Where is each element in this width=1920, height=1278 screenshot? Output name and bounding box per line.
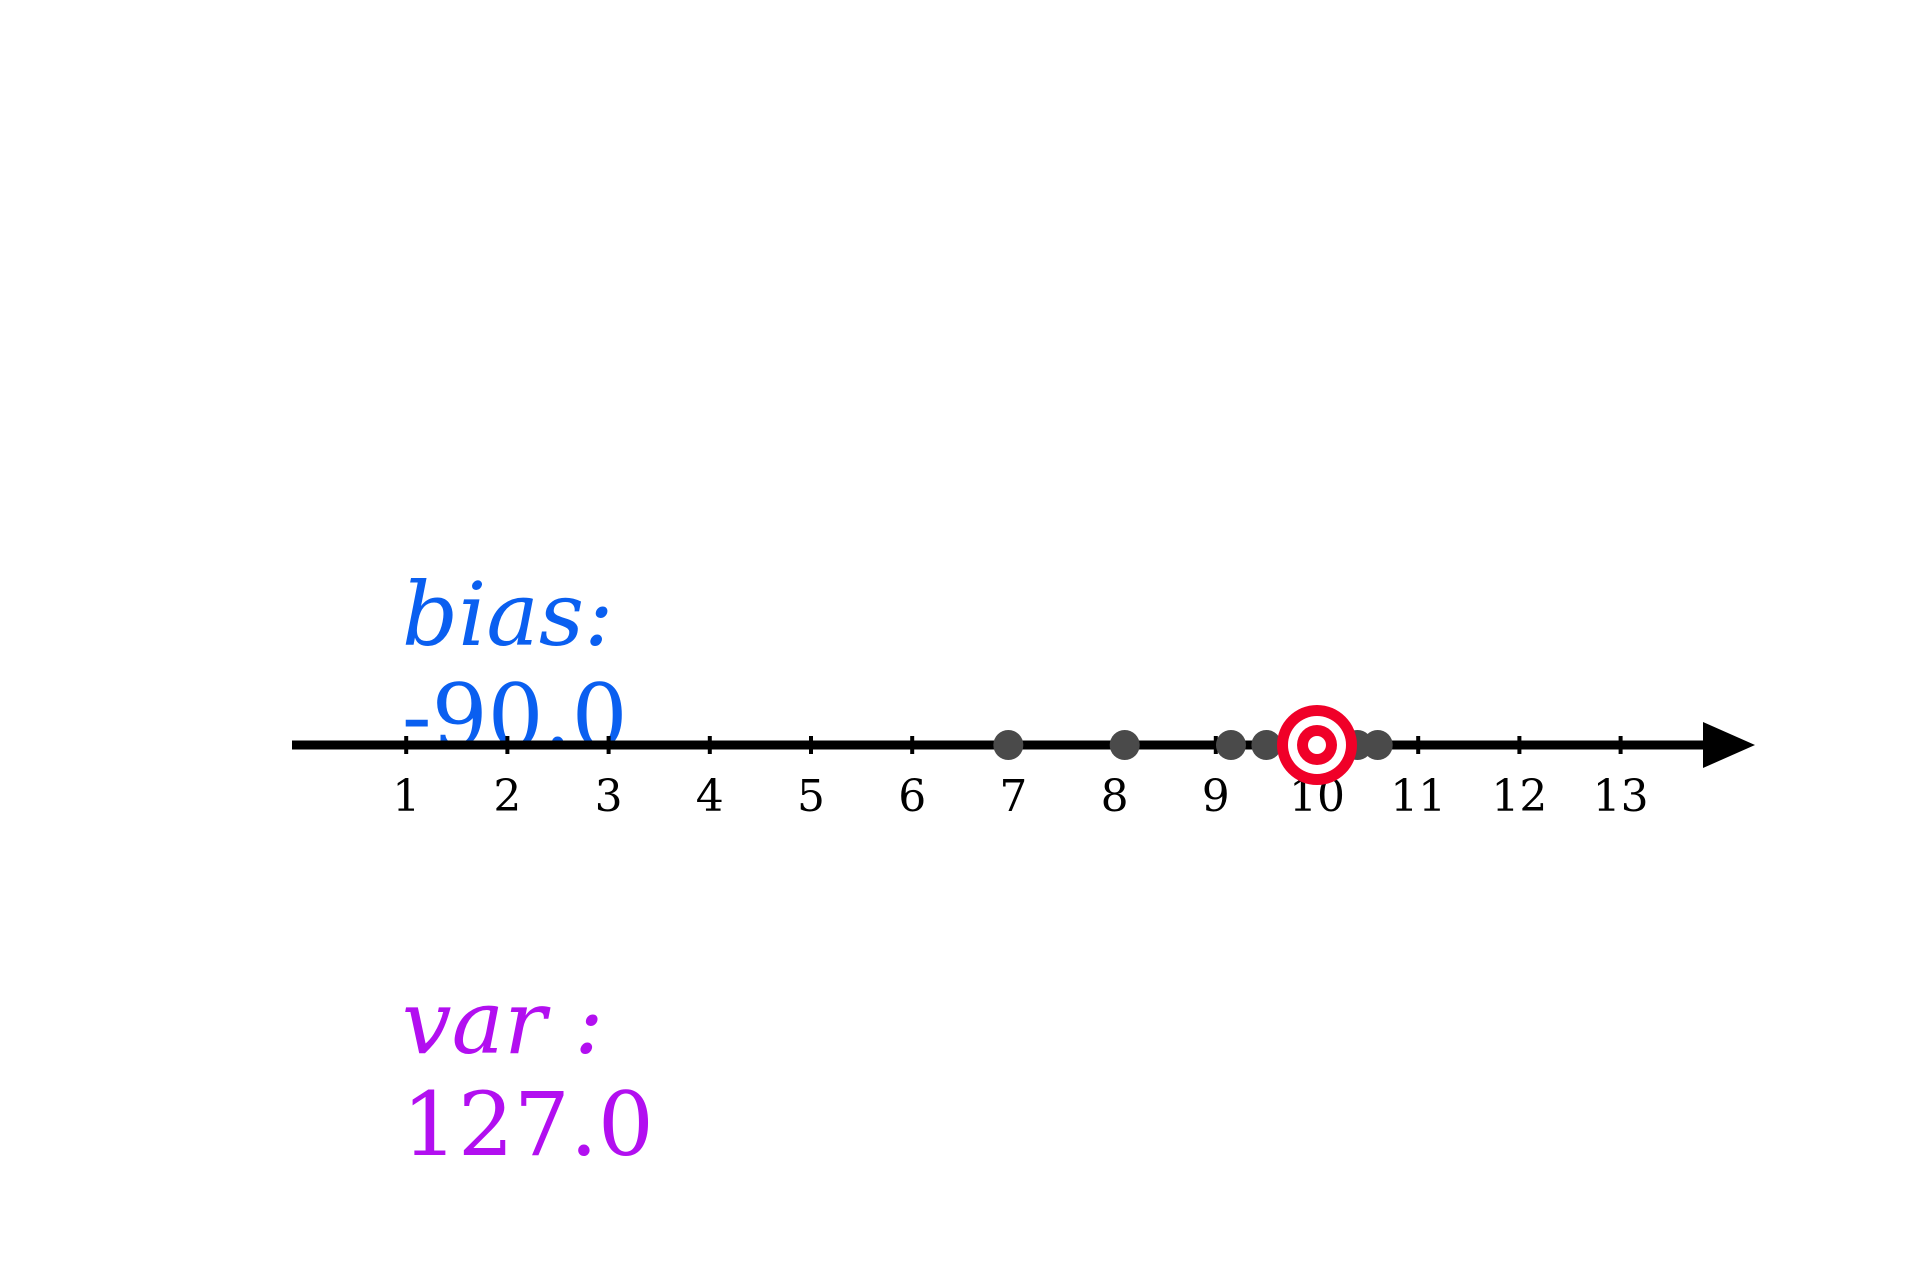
axis-tick-label: 6 (898, 771, 926, 822)
axis (292, 722, 1755, 768)
axis-tick-label: 3 (595, 771, 623, 822)
target-center (1308, 736, 1326, 754)
axis-tick-label: 13 (1593, 771, 1649, 822)
sample-point (1109, 730, 1140, 760)
bias-readout: bias: -90.0 (290, 462, 654, 870)
axis-tick-label: 5 (797, 771, 825, 822)
bias-label: bias: (401, 563, 614, 666)
axis-tick-label: 2 (493, 771, 521, 822)
axis-tick-label: 1 (392, 771, 420, 822)
axis-arrowhead (1703, 722, 1755, 768)
axis-tick-label: 11 (1390, 771, 1446, 822)
sample-point (1251, 730, 1282, 760)
sample-point (1362, 730, 1393, 760)
number-line: 1 2 3 4 5 6 7 8 9 10 11 12 13 (292, 705, 1755, 822)
variance-label: var : (401, 971, 604, 1074)
sample-point (1215, 730, 1246, 760)
axis-ticks: 1 2 3 4 5 6 7 8 9 10 11 12 13 (392, 736, 1649, 822)
axis-tick-label: 4 (696, 771, 724, 822)
bias-value: -90.0 (401, 665, 628, 768)
variance-value: 127.0 (401, 1073, 654, 1176)
axis-tick-label: 8 (1101, 771, 1129, 822)
sample-point (993, 730, 1024, 760)
axis-tick-label: 7 (999, 771, 1027, 822)
target-bullseye-icon (1277, 705, 1357, 785)
axis-tick-label: 9 (1202, 771, 1230, 822)
axis-tick-label: 12 (1491, 771, 1547, 822)
